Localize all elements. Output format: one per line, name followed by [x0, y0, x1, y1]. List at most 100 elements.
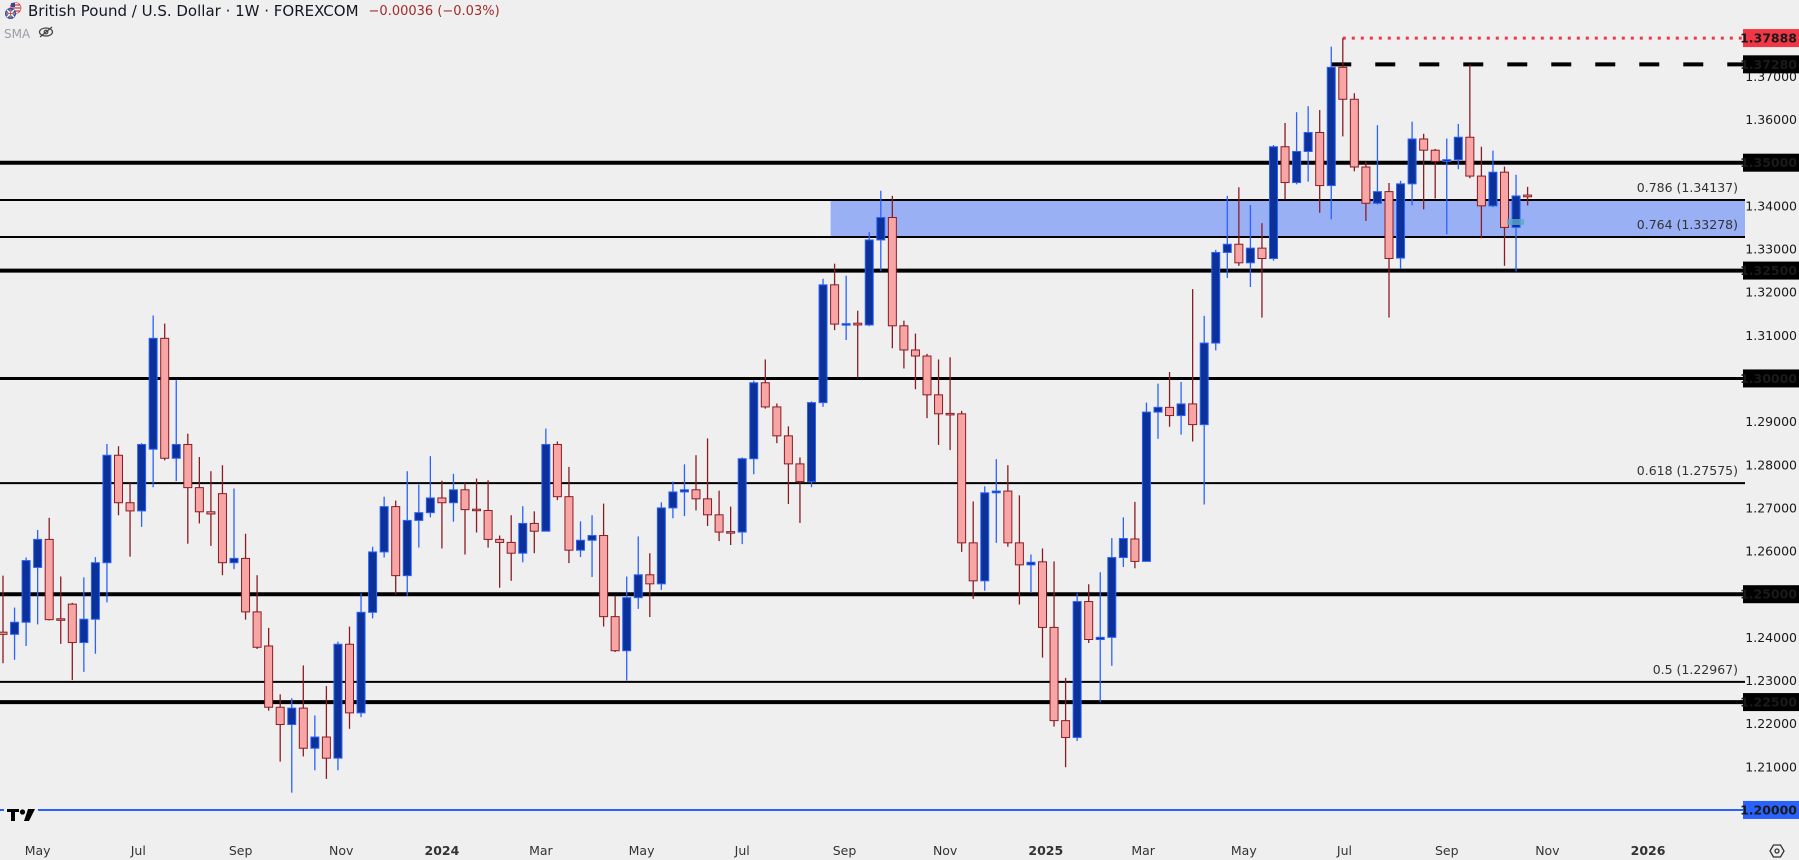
candle[interactable] [448, 473, 458, 522]
candle[interactable] [864, 232, 874, 327]
candle[interactable] [1222, 195, 1232, 278]
candle[interactable] [934, 359, 944, 445]
candle[interactable] [264, 627, 274, 711]
candle[interactable] [668, 481, 678, 519]
candle[interactable] [194, 456, 204, 524]
candle[interactable] [1153, 383, 1163, 439]
sma-indicator-label[interactable]: SMA [4, 26, 31, 41]
candle[interactable] [414, 484, 424, 548]
time-axis[interactable]: May Jul Sep Nov 2024 Mar May Jul Sep Nov 2025 Mar Ma… [25, 843, 1666, 858]
fib-retracement-zone[interactable] [830, 199, 1745, 238]
candle[interactable] [298, 665, 308, 757]
candle[interactable] [90, 557, 100, 654]
candle[interactable] [1465, 64, 1475, 179]
candle[interactable] [529, 511, 539, 554]
candle[interactable] [772, 403, 782, 444]
candle[interactable] [645, 553, 655, 618]
candle[interactable] [241, 533, 251, 620]
candle[interactable] [599, 503, 609, 627]
candle[interactable] [1523, 186, 1533, 206]
candle[interactable] [1500, 166, 1509, 266]
candle[interactable] [714, 490, 724, 542]
candle[interactable] [333, 641, 343, 771]
candle[interactable] [1257, 223, 1267, 318]
candle[interactable] [437, 480, 447, 549]
candle[interactable] [899, 320, 909, 369]
candle[interactable] [587, 515, 597, 577]
candle[interactable] [79, 577, 89, 672]
candle[interactable] [160, 323, 170, 461]
candle[interactable] [726, 506, 736, 546]
candle[interactable] [1072, 593, 1082, 741]
candle[interactable] [841, 275, 851, 341]
candle[interactable] [379, 496, 389, 558]
candle[interactable] [656, 502, 666, 590]
candle[interactable] [818, 278, 828, 407]
candle[interactable] [287, 698, 297, 793]
settings-icon[interactable] [1769, 844, 1785, 858]
candle[interactable] [552, 441, 562, 501]
candle[interactable] [633, 536, 643, 609]
candle[interactable] [1165, 371, 1175, 427]
candle[interactable] [495, 535, 505, 588]
candle[interactable] [206, 471, 216, 546]
candle[interactable] [425, 456, 435, 518]
candle[interactable] [679, 464, 689, 517]
candle[interactable] [1141, 402, 1151, 562]
candle[interactable] [922, 353, 932, 419]
price-axis[interactable]: 1.370001.360001.340001.330001.320001.310… [1740, 29, 1799, 819]
candle[interactable] [1453, 123, 1463, 170]
candle[interactable] [737, 457, 747, 545]
candle[interactable] [1419, 133, 1429, 210]
candle[interactable] [576, 521, 585, 558]
candle[interactable] [0, 575, 8, 664]
candle[interactable] [518, 506, 528, 563]
candle[interactable] [472, 478, 482, 533]
candle[interactable] [1372, 125, 1382, 205]
candle[interactable] [33, 529, 43, 625]
candle[interactable] [749, 380, 759, 475]
candle[interactable] [1326, 46, 1336, 220]
candle[interactable] [957, 410, 967, 552]
candle[interactable] [310, 715, 320, 771]
candle[interactable] [1107, 538, 1117, 666]
candle[interactable] [1292, 112, 1302, 185]
candle[interactable] [691, 455, 701, 511]
candle[interactable] [1061, 677, 1071, 768]
candle[interactable] [1199, 315, 1209, 505]
candle[interactable] [345, 626, 354, 729]
candle[interactable] [1118, 517, 1128, 568]
candle[interactable] [1303, 106, 1313, 182]
candle[interactable] [564, 466, 574, 564]
candle[interactable] [44, 517, 54, 621]
candle[interactable] [1384, 182, 1394, 318]
candle[interactable] [67, 602, 77, 681]
candle[interactable] [21, 557, 31, 646]
candle[interactable] [125, 482, 135, 557]
candle[interactable] [783, 426, 793, 505]
candle[interactable] [1026, 554, 1036, 593]
candle[interactable] [1130, 501, 1140, 569]
candle[interactable] [483, 480, 493, 548]
candle[interactable] [102, 444, 112, 603]
candle[interactable] [368, 546, 378, 619]
candle[interactable] [1176, 381, 1186, 435]
candle[interactable] [1003, 465, 1013, 547]
candle[interactable] [171, 380, 181, 482]
candle[interactable] [1488, 150, 1498, 208]
candle[interactable] [1430, 148, 1440, 199]
candle[interactable] [10, 607, 20, 660]
eye-off-icon[interactable] [38, 26, 54, 41]
candle[interactable] [275, 694, 285, 762]
candle[interactable] [1349, 93, 1359, 172]
candle[interactable] [910, 333, 920, 390]
candle[interactable] [853, 310, 863, 378]
candle[interactable] [622, 576, 632, 681]
candle[interactable] [1188, 289, 1198, 442]
candle[interactable] [402, 471, 412, 596]
candle[interactable] [252, 575, 262, 650]
candle[interactable] [321, 686, 331, 779]
candle[interactable] [795, 457, 805, 524]
candle[interactable] [1407, 121, 1417, 206]
